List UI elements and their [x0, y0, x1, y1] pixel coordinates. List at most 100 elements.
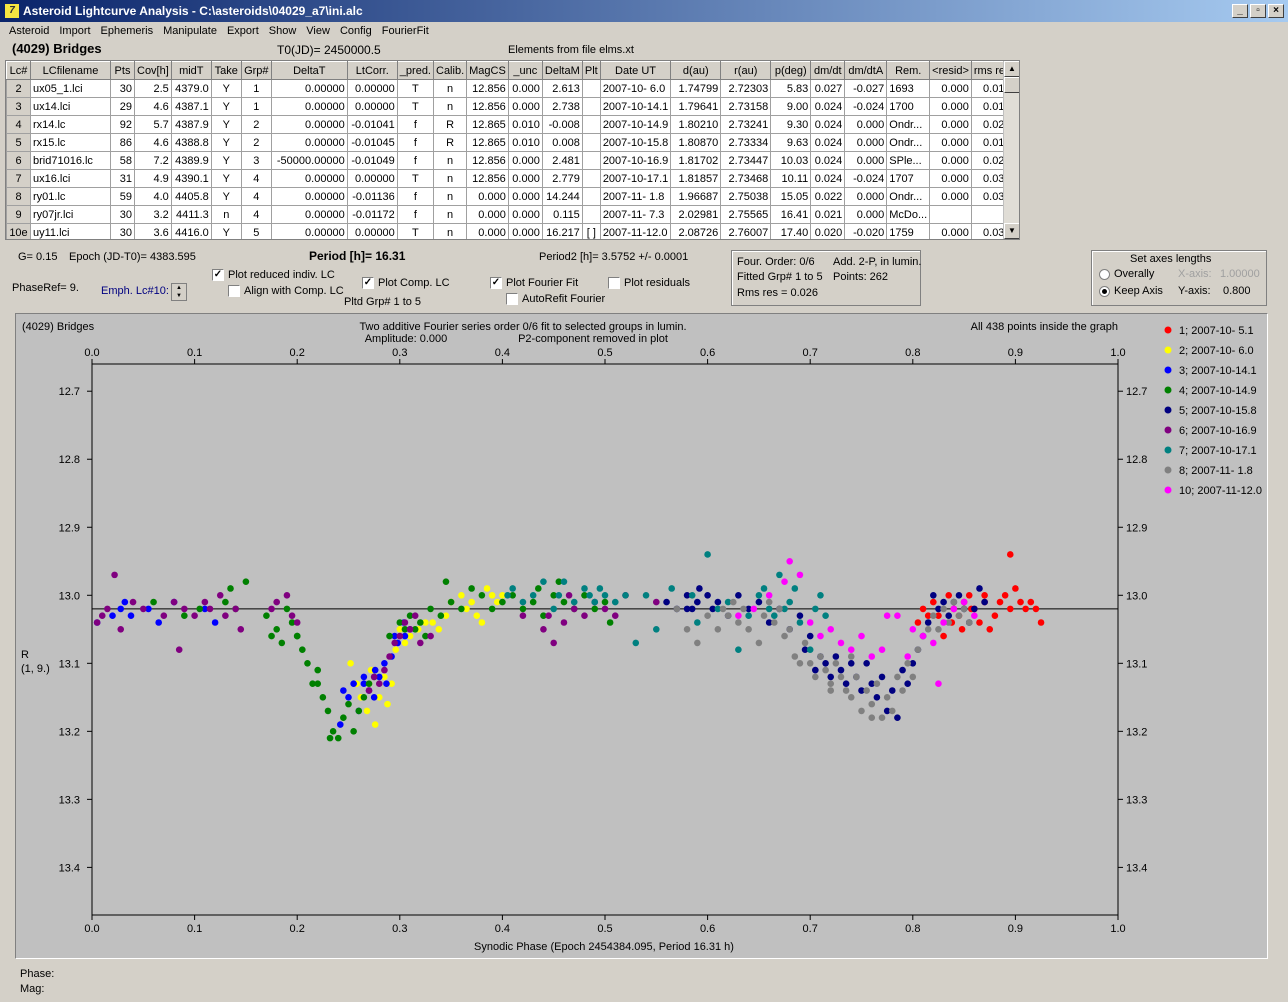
table-cell[interactable]: 12.856 — [466, 151, 509, 170]
menu-fourierfit[interactable]: FourierFit — [381, 25, 429, 37]
column-header[interactable]: Calib. — [432, 61, 468, 80]
table-cell[interactable]: n — [432, 223, 468, 239]
table-cell[interactable]: rx14.lc — [30, 115, 111, 134]
table-cell[interactable]: 16.41 — [770, 205, 812, 224]
table-cell[interactable]: 1693 — [886, 79, 931, 98]
menu-asteroid[interactable]: Asteroid — [9, 25, 50, 37]
table-cell[interactable]: 1.79641 — [670, 97, 722, 116]
table-cell[interactable]: 1707 — [886, 169, 931, 188]
table-cell[interactable]: -0.01041 — [346, 115, 398, 134]
table-cell[interactable]: 59 — [110, 187, 135, 206]
table-cell[interactable]: -0.01136 — [346, 187, 398, 206]
table-cell[interactable]: 1 — [240, 97, 272, 116]
column-header[interactable]: MagCS — [466, 61, 509, 80]
table-cell[interactable]: 0.000 — [507, 223, 543, 239]
table-cell[interactable]: 12.856 — [466, 97, 509, 116]
table-cell[interactable]: 2.481 — [541, 151, 583, 170]
table-cell[interactable]: -0.024 — [844, 97, 888, 116]
plot-reduced-checkbox[interactable]: ✓ Plot reduced indiv. LC — [212, 269, 335, 282]
table-cell[interactable]: -0.020 — [844, 223, 888, 239]
table-cell[interactable]: Y — [210, 97, 242, 116]
table-cell[interactable]: 0.000 — [929, 115, 972, 134]
align-checkbox[interactable]: Align with Comp. LC — [228, 285, 344, 298]
table-cell[interactable]: 2.613 — [541, 79, 583, 98]
table-cell[interactable]: n — [432, 151, 468, 170]
table-cell[interactable] — [581, 205, 601, 224]
table-cell[interactable]: n — [432, 205, 468, 224]
table-cell[interactable]: 3 — [240, 151, 272, 170]
table-cell[interactable]: 4387.9 — [170, 115, 212, 134]
table-cell[interactable]: T — [396, 79, 435, 98]
table-cell[interactable]: -50000.00000 — [270, 151, 348, 170]
column-header[interactable]: midT — [170, 61, 212, 80]
table-cell[interactable]: 5.7 — [134, 115, 172, 134]
table-cell[interactable]: 0.00000 — [270, 79, 348, 98]
table-cell[interactable]: 14.244 — [541, 187, 583, 206]
table-cell[interactable]: 0.00000 — [270, 223, 348, 239]
column-header[interactable]: DeltaM — [541, 61, 583, 80]
lightcurve-table[interactable]: Lc# LCfilename Pts Cov[h] midT Take Grp# DeltaT… — [5, 60, 1020, 240]
table-cell[interactable]: R — [432, 133, 468, 152]
spin-up-icon[interactable]: ▲ — [176, 285, 182, 291]
table-cell[interactable]: 2007-11- 7.3 — [599, 205, 672, 224]
column-header[interactable]: Date UT — [599, 61, 672, 80]
table-cell[interactable]: 1.80870 — [670, 133, 722, 152]
table-cell[interactable]: 0.000 — [466, 205, 509, 224]
column-header[interactable]: LCfilename — [30, 61, 111, 80]
table-cell[interactable]: 4 — [240, 169, 272, 188]
table-cell[interactable]: 5 — [240, 223, 272, 239]
table-cell[interactable]: 0.024 — [810, 115, 846, 134]
table-cell[interactable]: Y — [210, 151, 242, 170]
table-row[interactable]: 5 rx15.lc 86 4.6 4388.8 Y 2 0.00000 -0.01045 f R 12… — [6, 133, 1014, 152]
table-cell[interactable]: 0.00000 — [270, 97, 348, 116]
menu-import[interactable]: Import — [59, 25, 91, 37]
table-cell[interactable]: 30 — [110, 79, 135, 98]
table-cell[interactable]: 2007-10-14.1 — [599, 97, 672, 116]
table-cell[interactable]: 1.96687 — [670, 187, 722, 206]
table-cell[interactable]: 7.2 — [134, 151, 172, 170]
table-cell[interactable]: 0.00000 — [346, 169, 398, 188]
table-cell[interactable]: 4.6 — [134, 97, 172, 116]
table-cell[interactable]: 0.024 — [810, 97, 846, 116]
table-cell[interactable]: ry07jr.lci — [30, 205, 111, 224]
table-cell[interactable]: 1.74799 — [670, 79, 722, 98]
table-cell[interactable]: 0.024 — [810, 133, 846, 152]
table-cell[interactable]: 2.75565 — [720, 205, 772, 224]
table-cell[interactable]: 0.024 — [810, 151, 846, 170]
column-header[interactable]: <resid> — [929, 61, 972, 80]
table-cell[interactable]: Ondr... — [886, 133, 931, 152]
table-cell[interactable]: -0.024 — [844, 169, 888, 188]
table-cell[interactable]: [ ] — [581, 223, 601, 239]
table-cell[interactable]: f — [396, 115, 435, 134]
table-cell[interactable]: T — [396, 97, 435, 116]
table-cell[interactable]: 2.779 — [541, 169, 583, 188]
table-cell[interactable]: 5.83 — [770, 79, 812, 98]
table-cell[interactable]: 2.5 — [134, 79, 172, 98]
column-header[interactable]: Take — [210, 61, 242, 80]
table-cell[interactable]: 2.73334 — [720, 133, 772, 152]
table-cell[interactable]: 0.008 — [541, 133, 583, 152]
menu-config[interactable]: Config — [339, 25, 372, 37]
column-header[interactable]: Rem. — [886, 61, 931, 80]
lightcurve-plot[interactable]: (4029) Bridges Two additive Fourier seri… — [15, 313, 1268, 959]
table-cell[interactable]: Ondr... — [886, 187, 931, 206]
table-cell[interactable]: 2.02981 — [670, 205, 722, 224]
table-cell[interactable]: 16.217 — [541, 223, 583, 239]
table-cell[interactable]: 0.020 — [810, 223, 846, 239]
table-cell[interactable]: uy11.lci — [30, 223, 111, 239]
maximize-button[interactable]: ▫ — [1250, 4, 1266, 18]
table-cell[interactable]: 2 — [240, 115, 272, 134]
table-cell[interactable]: 2007-10-14.9 — [599, 115, 672, 134]
table-cell[interactable] — [581, 151, 601, 170]
table-cell[interactable]: 0.000 — [844, 133, 888, 152]
table-cell[interactable]: -0.027 — [844, 79, 888, 98]
table-cell[interactable]: 2.73158 — [720, 97, 772, 116]
table-cell[interactable]: 15.05 — [770, 187, 812, 206]
table-cell[interactable]: 4411.3 — [170, 205, 212, 224]
table-cell[interactable]: 2.75038 — [720, 187, 772, 206]
table-cell[interactable] — [581, 133, 601, 152]
table-scrollbar[interactable]: ▲ ▼ — [1003, 61, 1019, 239]
table-cell[interactable]: 0.00000 — [346, 223, 398, 239]
